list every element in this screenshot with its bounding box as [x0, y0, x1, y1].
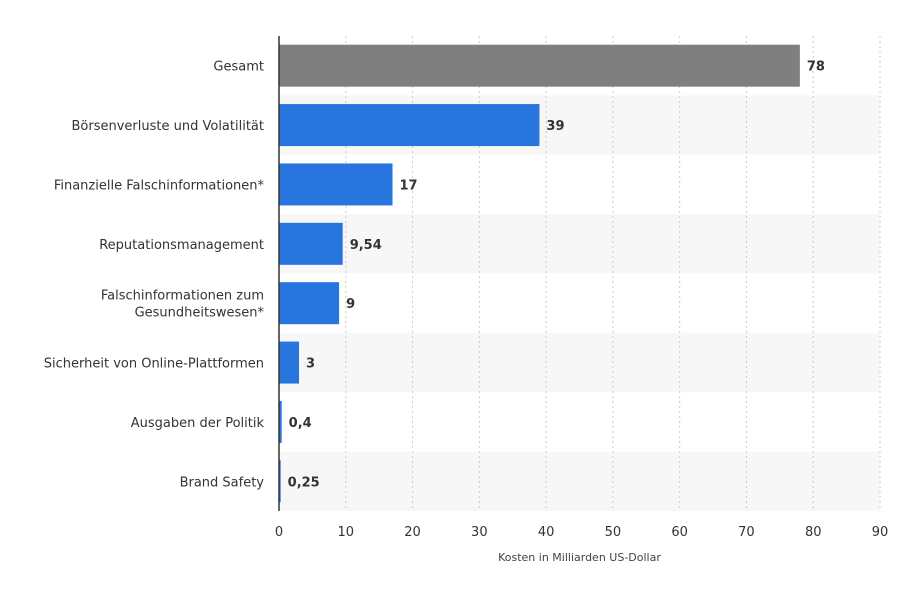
x-tick-labels: 0 10 20 30 40 50 60 70 80 90	[275, 525, 888, 540]
x-axis-title: Kosten in Milliarden US-Dollar	[498, 551, 661, 564]
bar	[279, 104, 540, 147]
value-label: 17	[400, 178, 418, 193]
category-labels: Gesamt Börsenverluste und Volatilität Fina…	[44, 60, 265, 491]
x-tick-label: 20	[404, 525, 421, 540]
bar	[279, 222, 343, 265]
x-tick-label: 30	[471, 525, 488, 540]
value-label: 39	[546, 119, 564, 134]
x-tick-label: 70	[738, 525, 755, 540]
bar	[279, 341, 300, 384]
x-tick-label: 0	[275, 525, 283, 540]
value-label: 3	[306, 357, 315, 372]
category-label: Falschinformationen zum Gesundheitswesen*	[101, 289, 265, 321]
bar	[279, 400, 282, 443]
row-bands	[279, 95, 880, 511]
value-label: 0,4	[289, 416, 312, 431]
x-tick-label: 90	[872, 525, 889, 540]
value-label: 9,54	[350, 238, 382, 253]
bar	[279, 282, 340, 325]
value-labels: 78 39 17 9,54 9 3 0,4 0,25	[288, 60, 825, 491]
grid-lines	[345, 36, 881, 511]
bar	[279, 163, 393, 206]
bars	[279, 44, 800, 503]
row-band	[279, 332, 880, 393]
category-label: Ausgaben der Politik	[131, 416, 265, 431]
category-label: Reputationsmanagement	[99, 238, 264, 253]
x-tick-label: 80	[805, 525, 822, 540]
category-label: Brand Safety	[180, 475, 265, 490]
x-tick-label: 50	[605, 525, 622, 540]
row-band	[279, 451, 880, 511]
x-tick-label: 60	[671, 525, 688, 540]
value-label: 0,25	[288, 475, 320, 490]
value-label: 9	[346, 297, 355, 312]
category-label: Finanzielle Falschinformationen*	[54, 178, 265, 193]
bar	[279, 460, 281, 503]
bar	[279, 44, 800, 87]
category-label: Börsenverluste und Volatilität	[72, 119, 265, 134]
category-label: Sicherheit von Online-Plattformen	[44, 357, 264, 372]
row-band	[279, 214, 880, 274]
x-tick-label: 40	[538, 525, 555, 540]
value-label: 78	[807, 60, 825, 75]
category-label: Gesamt	[213, 60, 264, 75]
x-tick-label: 10	[338, 525, 355, 540]
